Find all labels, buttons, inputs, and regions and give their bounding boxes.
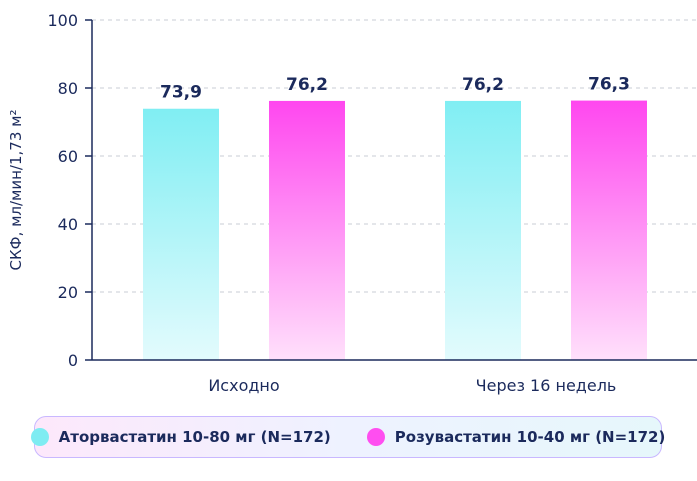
legend-swatch-atorvastatin — [30, 428, 49, 446]
y-tick-label: 20 — [58, 283, 78, 302]
legend: Аторвастатин 10-80 мг (N=172) Розувастат… — [30, 416, 665, 458]
bar-chart: 0 20 40 60 80 100 73,9 76,2 Исходно 76,2 76,3 Через… — [7, 11, 697, 395]
x-category-label: Исходно — [208, 376, 279, 395]
x-category-label: Через 16 недель — [476, 376, 617, 395]
y-tick-label: 80 — [58, 79, 78, 98]
y-tick-label: 40 — [58, 215, 78, 234]
legend-item-atorvastatin: Аторвастатин 10-80 мг (N=172) — [30, 428, 331, 446]
y-tick-label: 0 — [68, 351, 78, 370]
legend-item-rosuvastatin: Розувастатин 10-40 мг (N=172) — [366, 428, 666, 446]
data-label-atorvastatin-1: 73,9 — [160, 83, 202, 103]
data-label-rosuvastatin-2: 76,3 — [588, 75, 630, 95]
y-tick-label: 60 — [58, 147, 78, 166]
data-label-rosuvastatin-1: 76,2 — [286, 75, 328, 95]
legend-label-atorvastatin: Аторвастатин 10-80 мг (N=172) — [58, 428, 331, 446]
data-label-atorvastatin-2: 76,2 — [462, 75, 504, 95]
legend-swatch-rosuvastatin — [366, 428, 385, 446]
bar-rosuvastatin-2 — [571, 100, 647, 360]
y-axis-label: СКФ, мл/мин/1,73 м² — [7, 110, 25, 271]
bar-atorvastatin-2 — [445, 100, 521, 361]
bar-rosuvastatin-1 — [269, 100, 345, 361]
legend-label-rosuvastatin: Розувастатин 10-40 мг (N=172) — [394, 428, 666, 446]
y-tick-label: 100 — [47, 11, 78, 30]
bar-atorvastatin-1 — [143, 108, 219, 361]
